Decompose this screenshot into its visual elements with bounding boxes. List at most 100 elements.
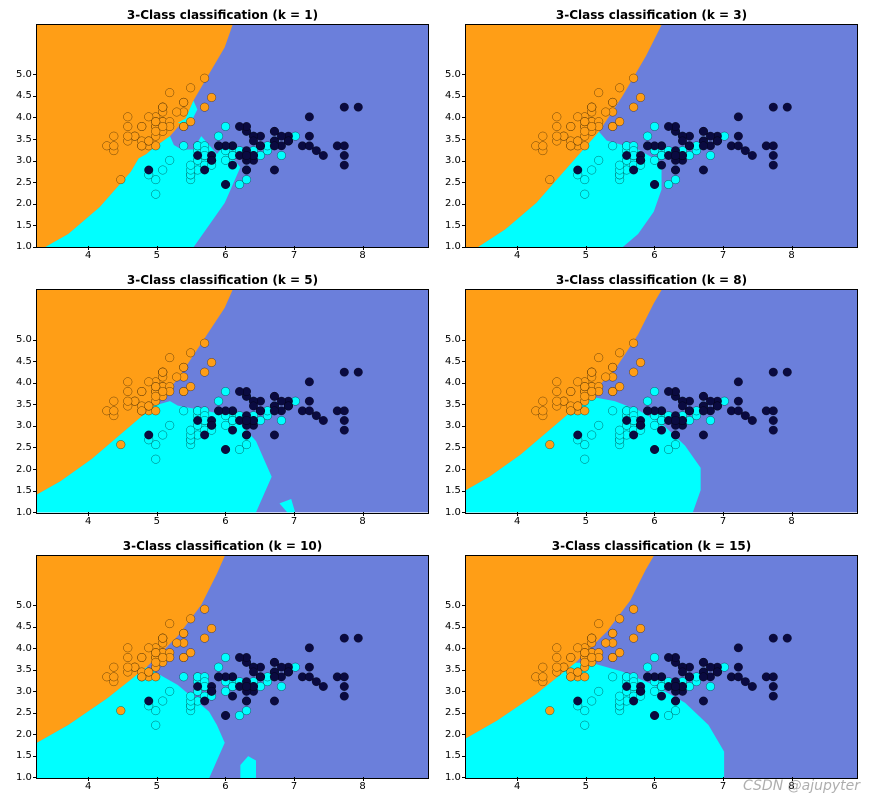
scatter-point-class2 bbox=[734, 397, 743, 405]
scatter-point-class2 bbox=[671, 696, 680, 704]
subplot-k8: 3-Class classification (k = 8)5.04.54.03… bbox=[437, 269, 866, 534]
y-tick-label: 4.0 bbox=[445, 643, 461, 654]
scatter-point-class2 bbox=[270, 658, 279, 666]
y-tick-label: 4.5 bbox=[445, 621, 461, 632]
scatter-point-class0 bbox=[186, 84, 195, 92]
scatter-point-class1 bbox=[179, 407, 188, 415]
scatter-point-class2 bbox=[769, 161, 778, 169]
scatter-point-class0 bbox=[151, 117, 160, 125]
y-tick-label: 3.5 bbox=[445, 399, 461, 410]
scatter-point-class2 bbox=[769, 672, 778, 680]
scatter-point-class0 bbox=[538, 397, 547, 405]
scatter-point-class2 bbox=[629, 696, 638, 704]
x-axis: 45678 bbox=[465, 248, 858, 261]
scatter-point-class0 bbox=[615, 349, 624, 357]
scatter-point-class2 bbox=[685, 672, 694, 680]
scatter-point-class2 bbox=[734, 663, 743, 671]
y-tick-label: 3.5 bbox=[445, 134, 461, 145]
scatter-point-class2 bbox=[769, 417, 778, 425]
scatter-point-class2 bbox=[200, 431, 209, 439]
scatter-point-class2 bbox=[783, 368, 792, 376]
scatter-point-class2 bbox=[629, 166, 638, 174]
scatter-point-class2 bbox=[242, 682, 251, 690]
scatter-point-class0 bbox=[186, 349, 195, 357]
scatter-point-class2 bbox=[221, 180, 230, 188]
scatter-point-class0 bbox=[186, 383, 195, 391]
x-tick-label: 6 bbox=[222, 516, 228, 527]
scatter-point-class0 bbox=[594, 88, 603, 96]
scatter-point-class2 bbox=[340, 368, 349, 376]
y-tick-label: 2.0 bbox=[445, 198, 461, 209]
scatter-point-class1 bbox=[643, 397, 652, 405]
scatter-point-class1 bbox=[643, 663, 652, 671]
scatter-point-class1 bbox=[643, 132, 652, 140]
scatter-point-class0 bbox=[109, 672, 118, 680]
scatter-point-class2 bbox=[643, 142, 652, 150]
scatter-point-class2 bbox=[340, 692, 349, 700]
scatter-point-class2 bbox=[671, 166, 680, 174]
y-tick-label: 4.0 bbox=[16, 112, 32, 123]
x-axis: 45678 bbox=[465, 779, 858, 792]
scatter-point-class2 bbox=[207, 687, 216, 695]
x-axis: 45678 bbox=[36, 779, 429, 792]
x-tick-label: 7 bbox=[291, 516, 297, 527]
scatter-point-class2 bbox=[207, 421, 216, 429]
scatter-point-class2 bbox=[636, 156, 645, 164]
y-tick-label: 3.5 bbox=[445, 664, 461, 675]
scatter-point-class2 bbox=[650, 180, 659, 188]
scatter-point-class2 bbox=[699, 431, 708, 439]
scatter-point-class2 bbox=[305, 672, 314, 680]
scatter-point-class1 bbox=[179, 672, 188, 680]
scatter-point-class2 bbox=[769, 407, 778, 415]
scatter-point-class2 bbox=[270, 127, 279, 135]
scatter-point-class1 bbox=[587, 431, 596, 439]
y-tick-label: 3.0 bbox=[445, 155, 461, 166]
y-tick-label: 1.0 bbox=[16, 507, 32, 518]
scatter-point-class0 bbox=[172, 638, 181, 646]
scatter-point-class1 bbox=[214, 663, 223, 671]
scatter-point-class0 bbox=[123, 113, 132, 121]
scatter-point-class2 bbox=[305, 378, 314, 386]
scatter-point-class2 bbox=[242, 696, 251, 704]
scatter-point-class0 bbox=[636, 93, 645, 101]
scatter-point-class2 bbox=[256, 142, 265, 150]
scatter-point-class0 bbox=[151, 658, 160, 666]
scatter-point-class0 bbox=[566, 653, 575, 661]
scatter-point-class2 bbox=[270, 142, 279, 150]
x-axis: 45678 bbox=[36, 248, 429, 261]
y-axis: 5.04.54.03.53.02.52.01.51.0 bbox=[445, 24, 465, 261]
scatter-point-class1 bbox=[594, 687, 603, 695]
scatter-point-class2 bbox=[340, 407, 349, 415]
scatter-point-class2 bbox=[699, 166, 708, 174]
y-tick-label: 3.0 bbox=[16, 420, 32, 431]
scatter-point-class1 bbox=[587, 696, 596, 704]
y-tick-label: 3.5 bbox=[16, 134, 32, 145]
scatter-point-class2 bbox=[144, 696, 153, 704]
scatter-point-class0 bbox=[116, 175, 125, 183]
scatter-point-class1 bbox=[242, 441, 251, 449]
scatter-point-class2 bbox=[636, 687, 645, 695]
scatter-point-class0 bbox=[566, 672, 575, 680]
subplot-k15: 3-Class classification (k = 15)5.04.54.0… bbox=[437, 535, 866, 800]
x-tick-label: 4 bbox=[85, 250, 91, 261]
scatter-point-class2 bbox=[783, 634, 792, 642]
scatter-point-class0 bbox=[151, 648, 160, 656]
x-tick-label: 6 bbox=[222, 781, 228, 792]
scatter-point-class2 bbox=[734, 378, 743, 386]
scatter-point-class2 bbox=[734, 407, 743, 415]
y-tick-label: 2.5 bbox=[16, 177, 32, 188]
scatter-point-class0 bbox=[123, 653, 132, 661]
scatter-point-class0 bbox=[123, 122, 132, 130]
scatter-point-class0 bbox=[123, 643, 132, 651]
subplot-title: 3-Class classification (k = 10) bbox=[16, 539, 429, 553]
x-axis: 45678 bbox=[36, 514, 429, 527]
scatter-point-class2 bbox=[200, 696, 209, 704]
y-tick-label: 3.0 bbox=[16, 686, 32, 697]
y-tick-label: 3.5 bbox=[16, 399, 32, 410]
scatter-point-class2 bbox=[573, 166, 582, 174]
scatter-point-class0 bbox=[207, 93, 216, 101]
scatter-point-class1 bbox=[580, 706, 589, 714]
subplot-title: 3-Class classification (k = 1) bbox=[16, 8, 429, 22]
scatter-point-class0 bbox=[615, 648, 624, 656]
scatter-point-class0 bbox=[158, 368, 167, 376]
